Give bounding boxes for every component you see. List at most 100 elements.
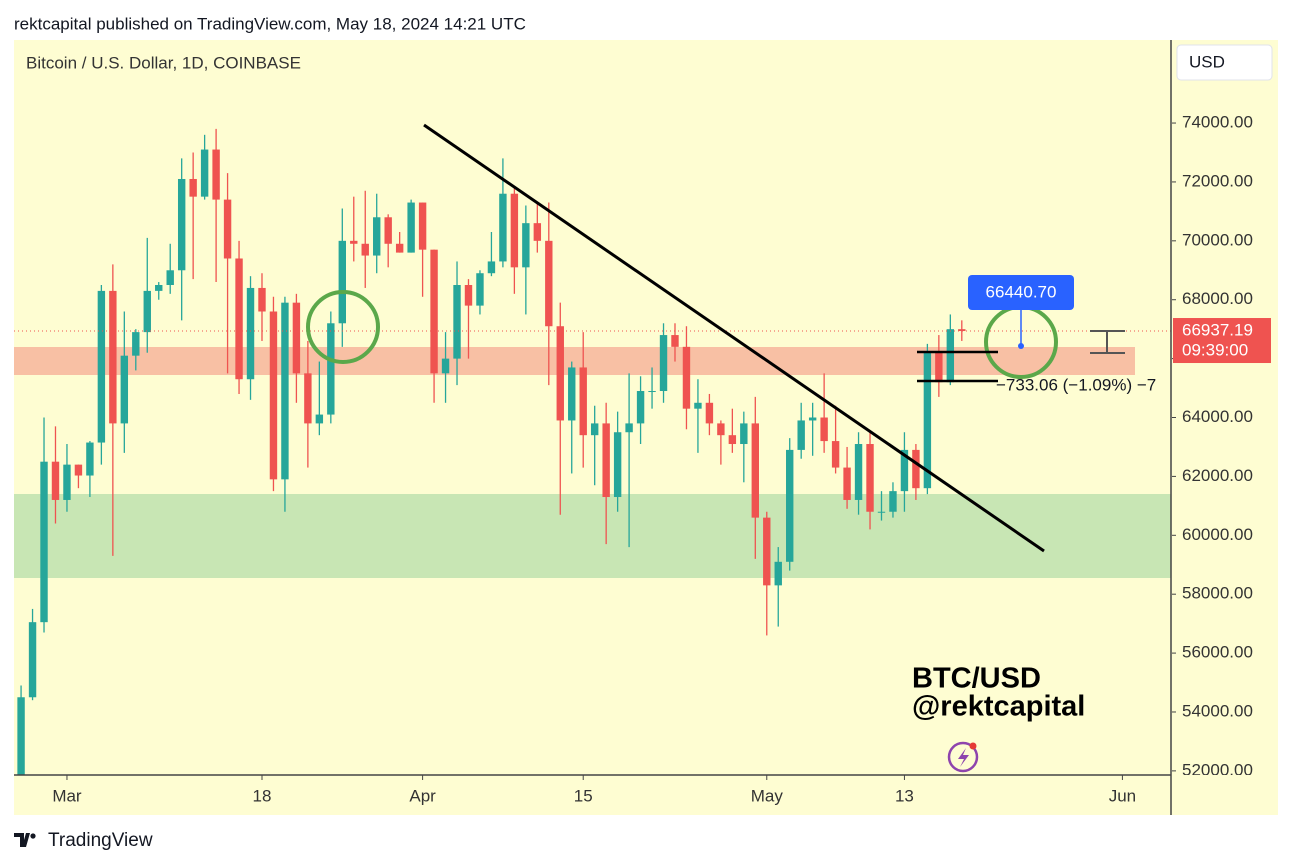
- x-tick-label: 15: [574, 786, 593, 805]
- x-tick-label: May: [751, 786, 784, 805]
- candle-body: [545, 240, 553, 327]
- y-tick-label: 68000.00: [1182, 289, 1253, 308]
- x-tick-label: Mar: [52, 786, 82, 805]
- candle-body: [40, 461, 48, 623]
- countdown: 09:39:00: [1182, 341, 1248, 360]
- candle-body: [556, 326, 564, 421]
- candle-body: [866, 444, 874, 512]
- candle-body: [820, 417, 828, 442]
- candle-body: [361, 243, 369, 256]
- candle-body: [728, 435, 737, 445]
- highlight-circle: [306, 290, 380, 364]
- candle-body: [476, 273, 484, 306]
- candle-body: [200, 149, 209, 197]
- y-axis: 52000.00 54000.00 56000.00 58000.00 60000.00…: [1172, 113, 1253, 779]
- y-tick-label: 72000.00: [1182, 171, 1253, 190]
- y-tick-label: 62000.00: [1182, 466, 1253, 485]
- y-tick-label: 52000.00: [1182, 760, 1253, 779]
- candle-body: [166, 270, 174, 285]
- candle-body: [912, 449, 920, 489]
- candle-body: [395, 243, 404, 253]
- candle-body: [625, 423, 633, 433]
- candle-body: [808, 417, 817, 421]
- candle-body: [86, 442, 94, 476]
- candle-body: [17, 697, 25, 775]
- candle-body: [510, 193, 519, 268]
- candle-body: [923, 352, 932, 489]
- candle-body: [177, 178, 186, 271]
- watermark: BTC/USD: [912, 663, 1041, 695]
- candle-body: [602, 423, 610, 498]
- candle-body: [648, 391, 656, 393]
- candle-body: [109, 290, 117, 424]
- candle-body: [441, 358, 450, 374]
- candle-body: [63, 464, 71, 500]
- chart-title: Bitcoin / U.S. Dollar, 1D, COINBASE: [26, 53, 301, 72]
- watermark: @rektcapital: [912, 691, 1085, 723]
- candle-body: [671, 335, 679, 347]
- y-tick-label: 58000.00: [1182, 584, 1253, 603]
- x-tick-label: Jun: [1109, 786, 1136, 805]
- measure-point: [1018, 343, 1024, 349]
- measure-label-box: [968, 275, 1074, 310]
- candle-body: [212, 149, 220, 200]
- x-tick-label: 13: [895, 786, 914, 805]
- candle-body: [407, 202, 415, 253]
- candle-body: [831, 441, 840, 468]
- candle-body: [533, 223, 542, 241]
- footer-logo: TradingView: [14, 830, 153, 851]
- candle-body: [636, 391, 645, 424]
- logo-mark: [30, 833, 36, 839]
- alert-icon: [958, 748, 969, 767]
- candle-body: [74, 464, 83, 476]
- alert-icon: [947, 741, 979, 773]
- candle-body: [751, 423, 759, 518]
- y-tick-label: 64000.00: [1182, 407, 1253, 426]
- last-price-tag: [1173, 318, 1271, 364]
- measure-change: −733.06 (−1.09%) −7: [996, 375, 1156, 394]
- candle-body: [189, 178, 197, 197]
- candle-body: [843, 467, 851, 500]
- candle-body: [327, 323, 335, 415]
- candle-body: [889, 491, 897, 512]
- drawings: 66440.70 −733.06 (−1.09%) −7 BTC/USD @re…: [306, 123, 1156, 773]
- x-tick-label: Apr: [409, 786, 436, 805]
- candle-body: [958, 329, 966, 332]
- candle-body: [132, 332, 140, 356]
- candle-body: [269, 311, 278, 480]
- candle-body: [97, 290, 106, 443]
- measure-label: 66440.70: [986, 282, 1057, 301]
- candle-body: [51, 461, 60, 500]
- candle-body: [223, 199, 232, 259]
- footer: TradingView: [48, 830, 153, 851]
- candle-body: [590, 423, 599, 436]
- candle-body: [568, 367, 576, 421]
- y-tick-label: 54000.00: [1182, 701, 1253, 720]
- logo-mark: [14, 833, 30, 847]
- y-tick-label: 74000.00: [1182, 113, 1253, 132]
- candle-body: [453, 285, 461, 359]
- candle-body: [430, 249, 438, 374]
- candle-body: [235, 258, 243, 380]
- currency-button[interactable]: [1176, 44, 1273, 81]
- candle-body: [338, 240, 346, 324]
- candle-body: [717, 423, 725, 436]
- last-price-label: 66937.19: [1182, 321, 1253, 340]
- y-tick-label: 56000.00: [1182, 643, 1253, 662]
- candle-body: [705, 402, 714, 424]
- candle-body: [120, 355, 129, 424]
- candle-body: [373, 217, 381, 256]
- candle-body: [682, 346, 691, 409]
- candle-body: [246, 287, 255, 380]
- candle-body: [900, 449, 909, 492]
- candle-body: [740, 423, 748, 445]
- x-tick-label: 18: [253, 786, 272, 805]
- alert-dot: [969, 742, 977, 750]
- candle-body: [315, 414, 324, 424]
- candle-body: [499, 193, 507, 262]
- currency[interactable]: USD: [1189, 52, 1225, 71]
- candle-body: [384, 217, 392, 244]
- candle-body: [418, 202, 427, 250]
